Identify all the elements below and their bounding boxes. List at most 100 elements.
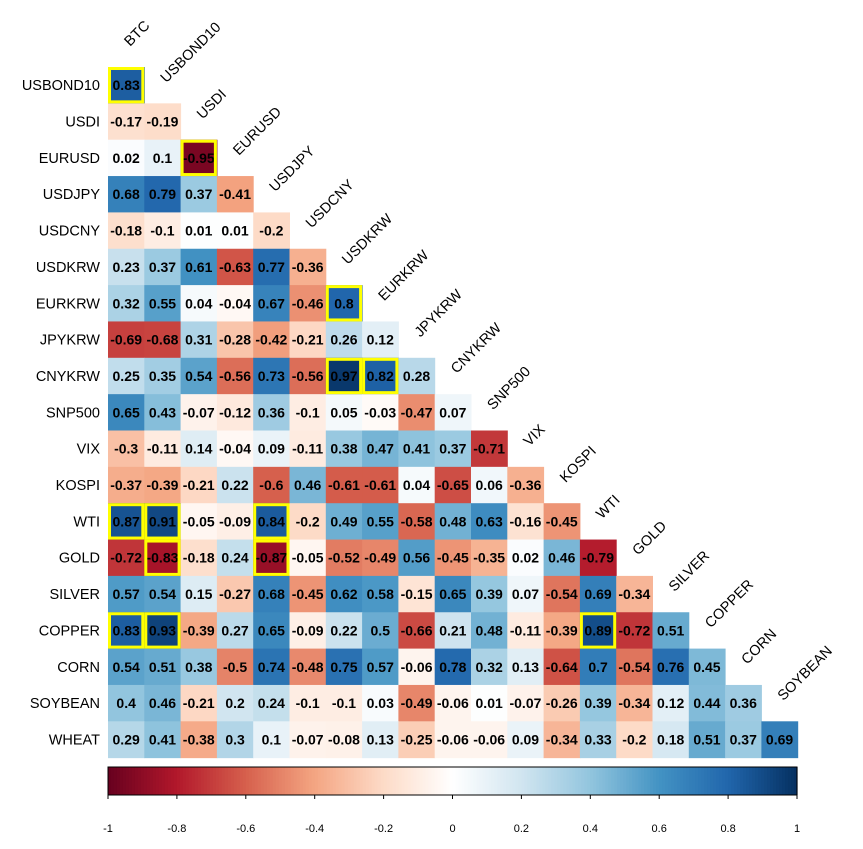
colorbar-segment [635, 767, 639, 795]
colorbar-segment [473, 767, 478, 795]
column-label: WTI [593, 492, 623, 522]
cell-value-label: 0.68 [113, 186, 140, 202]
cell-value-label: 0.1 [153, 150, 173, 166]
colorbar-segment [761, 767, 765, 795]
colorbar-segment [590, 767, 594, 795]
colorbar-segment [140, 767, 145, 795]
heatmap-cell [253, 575, 290, 613]
heatmap-cell [180, 176, 218, 213]
cell-value-label: 0.51 [149, 659, 176, 675]
colorbar-segment [257, 767, 262, 795]
cell-value-label: -0.61 [364, 477, 396, 493]
cell-value-label: 0.39 [476, 586, 503, 602]
row-labels: USBOND10 USDI EURUSD USDJPY USDCNY USDKRW EURK… [22, 78, 100, 748]
row-label: SOYBEAN [30, 696, 100, 712]
colorbar-segment [377, 767, 382, 795]
colorbar-segment [158, 767, 163, 795]
cell-value-label: 0.09 [512, 731, 539, 747]
heatmap-cell [144, 394, 182, 431]
heatmap-cell [253, 503, 290, 541]
colorbar-segment [134, 767, 139, 795]
colorbar-segment [704, 767, 708, 795]
colorbar-segment [680, 767, 684, 795]
colorbar-segment [419, 767, 424, 795]
heatmap-cell [543, 721, 581, 759]
heatmap-cell [688, 684, 726, 722]
heatmap-cell [216, 684, 254, 722]
heatmap-cell [180, 503, 218, 541]
heatmap-cell [325, 575, 363, 613]
column-label: KOSPI [557, 443, 600, 486]
cell-value-label: 0.26 [330, 332, 357, 348]
highlight-boxes [108, 67, 617, 649]
heatmap-cell [398, 503, 436, 541]
colorbar-segment [773, 767, 777, 795]
cell-value-label: 0.1 [262, 731, 282, 747]
colorbar-segment [308, 767, 313, 795]
heatmap-cell [362, 648, 399, 686]
cell-value-label: 0.13 [512, 659, 539, 675]
colorbar-segment [368, 767, 373, 795]
cell-value-label: -0.45 [292, 586, 324, 602]
column-label: SNP500 [485, 364, 535, 414]
heatmap-cell [253, 430, 290, 468]
colorbar-segment [404, 767, 409, 795]
cell-value-label: -0.47 [401, 404, 433, 420]
cell-value-label: 0.05 [330, 404, 357, 420]
colorbar-segment [665, 767, 669, 795]
colorbar-segment [782, 767, 786, 795]
cell-value-label: -0.16 [509, 513, 541, 529]
colorbar-segment [332, 767, 337, 795]
colorbar-segment [380, 767, 385, 795]
cell-value-label: 0.07 [439, 404, 466, 420]
heatmap-cell [216, 357, 254, 395]
highlight-box [180, 139, 217, 177]
colorbar-segment [788, 767, 792, 795]
heatmap-cell [362, 357, 399, 395]
highlight-box [144, 612, 181, 649]
colorbar-segment [659, 767, 663, 795]
cell-value-label: -0.1 [150, 223, 174, 239]
colorbar-segment [149, 767, 154, 795]
cell-value-label: 0.44 [693, 695, 720, 711]
colorbar [107, 766, 798, 796]
cell-value-label: 0.29 [113, 731, 140, 747]
colorbar-segment [623, 767, 627, 795]
heatmap-cell [108, 430, 145, 468]
colorbar-segment [230, 767, 235, 795]
colorbar-tick-label: -0.2 [374, 823, 393, 835]
row-label: VIX [77, 442, 101, 458]
column-label: USDJPY [267, 143, 319, 195]
colorbar-tick-label: 0.6 [652, 823, 667, 835]
colorbar-segment [167, 767, 172, 795]
cell-value-label: -0.48 [292, 659, 324, 675]
heatmap-cell [725, 684, 762, 722]
column-label: CORN [739, 626, 781, 668]
colorbar-segment [227, 767, 232, 795]
cell-value-label: 0.76 [657, 659, 684, 675]
heatmap-cell [144, 503, 182, 541]
heatmap-cell [652, 721, 690, 759]
colorbar-segment [626, 767, 630, 795]
column-label: COPPER [702, 577, 757, 632]
colorbar-segment [335, 767, 340, 795]
heatmap-cell [398, 612, 436, 650]
colorbar-segment [566, 767, 570, 795]
colorbar-segment [164, 767, 169, 795]
heatmap-cell [471, 539, 508, 577]
colorbar-segment [299, 767, 304, 795]
heatmap-cell [180, 648, 218, 686]
heatmap-cell [108, 721, 145, 759]
cell-value-label: -0.05 [183, 513, 215, 529]
colorbar-segment [287, 767, 292, 795]
cell-value-label: -0.3 [114, 441, 138, 457]
colorbar-segment [176, 767, 181, 795]
heatmap-cell [253, 285, 290, 322]
colorbar-segment [482, 767, 487, 795]
cell-value-label: -0.15 [401, 586, 433, 602]
heatmap-cell [253, 212, 290, 250]
cell-value-label: 0.83 [113, 622, 140, 638]
heatmap-cell [180, 430, 218, 468]
heatmap-cell [616, 575, 653, 613]
heatmap-cell [144, 466, 182, 504]
